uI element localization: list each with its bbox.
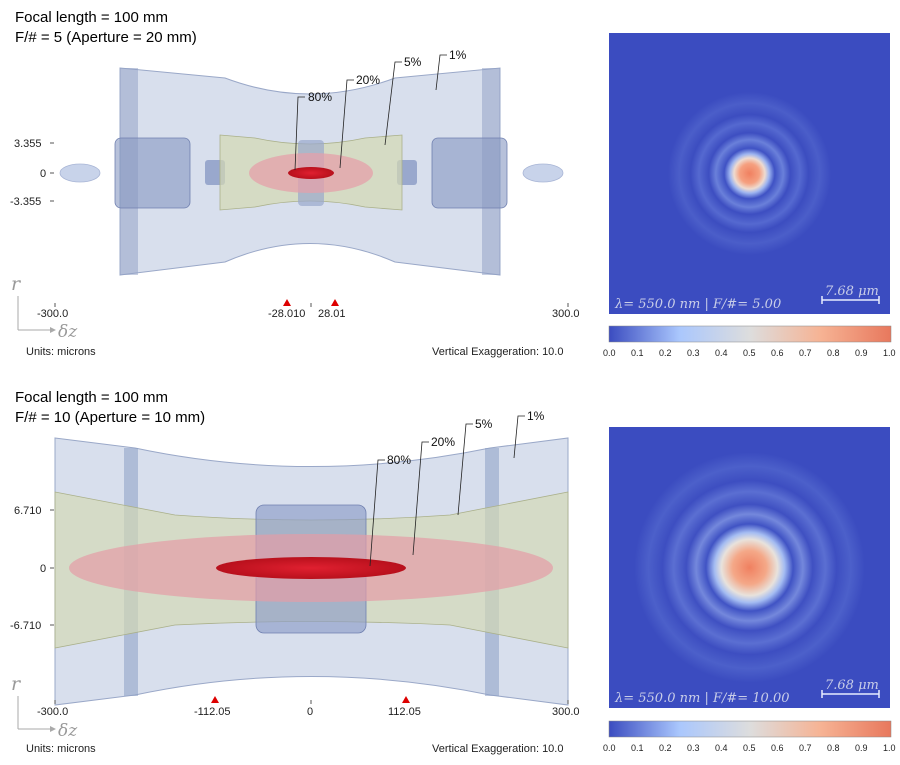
psf-wavelength-label: λ= 550.0 nm | F/#= 5.00 — [614, 297, 781, 312]
leader-1 — [513, 415, 525, 459]
label-20pct: 20% — [356, 73, 380, 87]
marker-right — [402, 696, 410, 703]
panel-title-focal: Focal length = 100 mm — [15, 9, 168, 26]
svg-text:0.1: 0.1 — [631, 743, 644, 753]
svg-text:0.9: 0.9 — [855, 348, 868, 358]
x-tick-min: -300.0 — [37, 706, 68, 718]
label-1pct: 1% — [449, 48, 467, 62]
panel-title-fnumber: F/# = 5 (Aperture = 20 mm) — [15, 29, 197, 46]
axis-z-label: δz — [58, 721, 78, 741]
svg-text:0.3: 0.3 — [687, 348, 700, 358]
marker-right — [331, 299, 339, 306]
far-lobe-right — [522, 163, 564, 183]
label-5pct: 5% — [404, 55, 422, 69]
x-tick-max: 300.0 — [552, 706, 580, 718]
svg-text:0.7: 0.7 — [799, 743, 812, 753]
x-tick-max: 300.0 — [552, 308, 580, 320]
x-tick-pos: 28.01 — [318, 308, 346, 320]
x-tick-zero: 0 — [307, 706, 313, 718]
leader-80 — [294, 96, 305, 171]
contour-80pct — [216, 557, 406, 579]
leader-20 — [412, 441, 429, 556]
x-tick-pos: 112.05 — [388, 706, 421, 718]
svg-text:0.2: 0.2 — [659, 743, 672, 753]
svg-text:0.5: 0.5 — [743, 743, 756, 753]
x-tick-neg: -28.010 — [268, 308, 305, 320]
leader-5 — [384, 61, 402, 146]
panel-f10: Focal length = 100 mm F/# = 10 (Aperture… — [0, 380, 900, 765]
svg-text:0.4: 0.4 — [715, 348, 728, 358]
svg-text:0.8: 0.8 — [827, 743, 840, 753]
panel-f5: Focal length = 100 mm F/# = 5 (Aperture … — [0, 0, 900, 380]
units-label: Units: microns — [26, 346, 96, 358]
panel-title-focal: Focal length = 100 mm — [15, 389, 168, 406]
svg-text:1.0: 1.0 — [883, 743, 896, 753]
label-80pct: 80% — [387, 453, 411, 467]
contour-80pct — [288, 167, 334, 179]
colorbar — [608, 325, 892, 343]
svg-text:0.8: 0.8 — [827, 348, 840, 358]
svg-text:0.7: 0.7 — [799, 348, 812, 358]
y-tick-bottom: -6.710 — [10, 620, 41, 632]
svg-text:0.4: 0.4 — [715, 743, 728, 753]
leader-1 — [435, 54, 447, 91]
svg-text:0.2: 0.2 — [659, 348, 672, 358]
psf-scale-label: 7.68 μm — [825, 284, 879, 299]
svg-text:0.6: 0.6 — [771, 348, 784, 358]
label-20pct: 20% — [431, 435, 455, 449]
axis-r-label: r — [11, 273, 22, 295]
y-tick-zero: 0 — [40, 563, 46, 575]
lobe-right-outer — [431, 137, 508, 209]
colorbar-ticks: 0.0 0.1 0.2 0.3 0.4 0.5 0.6 0.7 0.8 0.9 … — [603, 743, 896, 753]
svg-text:0.5: 0.5 — [743, 348, 756, 358]
y-tick-zero: 0 — [40, 168, 46, 180]
exaggeration-label: Vertical Exaggeration: 10.0 — [432, 743, 563, 755]
panel-title-fnumber: F/# = 10 (Aperture = 10 mm) — [15, 409, 206, 426]
label-1pct: 1% — [527, 409, 545, 423]
y-tick-top: 6.710 — [14, 505, 42, 517]
axis-z-label: δz — [58, 322, 78, 342]
colorbar-ticks: 0.0 0.1 0.2 0.3 0.4 0.5 0.6 0.7 0.8 0.9 … — [603, 348, 896, 358]
x-tick-neg: -112.05 — [194, 706, 231, 718]
svg-text:0.1: 0.1 — [631, 348, 644, 358]
psf-wavelength-label: λ= 550.0 nm | F/#= 10.00 — [614, 691, 790, 706]
focal-volume-diagram: 80% 20% 5% 1% 6.710 0 -6.710 -300.0 -112… — [10, 409, 896, 755]
label-5pct: 5% — [475, 417, 493, 431]
leader-20 — [339, 79, 354, 169]
y-tick-bottom: -3.355 — [10, 196, 41, 208]
y-tick-top: 3.355 — [14, 138, 42, 150]
psf-image — [609, 427, 890, 708]
leader-5 — [457, 423, 473, 516]
focal-volume-diagram: 80% 20% 5% 1% 3.355 0 -3.355 -300.0 -28.… — [10, 33, 896, 358]
svg-text:1.0: 1.0 — [883, 348, 896, 358]
svg-text:0.0: 0.0 — [603, 348, 616, 358]
x-tick-min: -300.0 — [37, 308, 68, 320]
exaggeration-label: Vertical Exaggeration: 10.0 — [432, 346, 563, 358]
colorbar — [608, 720, 892, 738]
psf-scale-label: 7.68 μm — [825, 678, 879, 693]
svg-text:0.9: 0.9 — [855, 743, 868, 753]
leader-80 — [369, 459, 385, 567]
axis-r-label: r — [11, 673, 22, 695]
psf-image — [609, 33, 890, 314]
far-lobe-left — [59, 163, 101, 183]
marker-left — [211, 696, 219, 703]
svg-text:0.0: 0.0 — [603, 743, 616, 753]
svg-text:0.3: 0.3 — [687, 743, 700, 753]
lobe-left-outer — [114, 137, 191, 209]
svg-text:0.6: 0.6 — [771, 743, 784, 753]
marker-left — [283, 299, 291, 306]
units-label: Units: microns — [26, 743, 96, 755]
label-80pct: 80% — [308, 90, 332, 104]
